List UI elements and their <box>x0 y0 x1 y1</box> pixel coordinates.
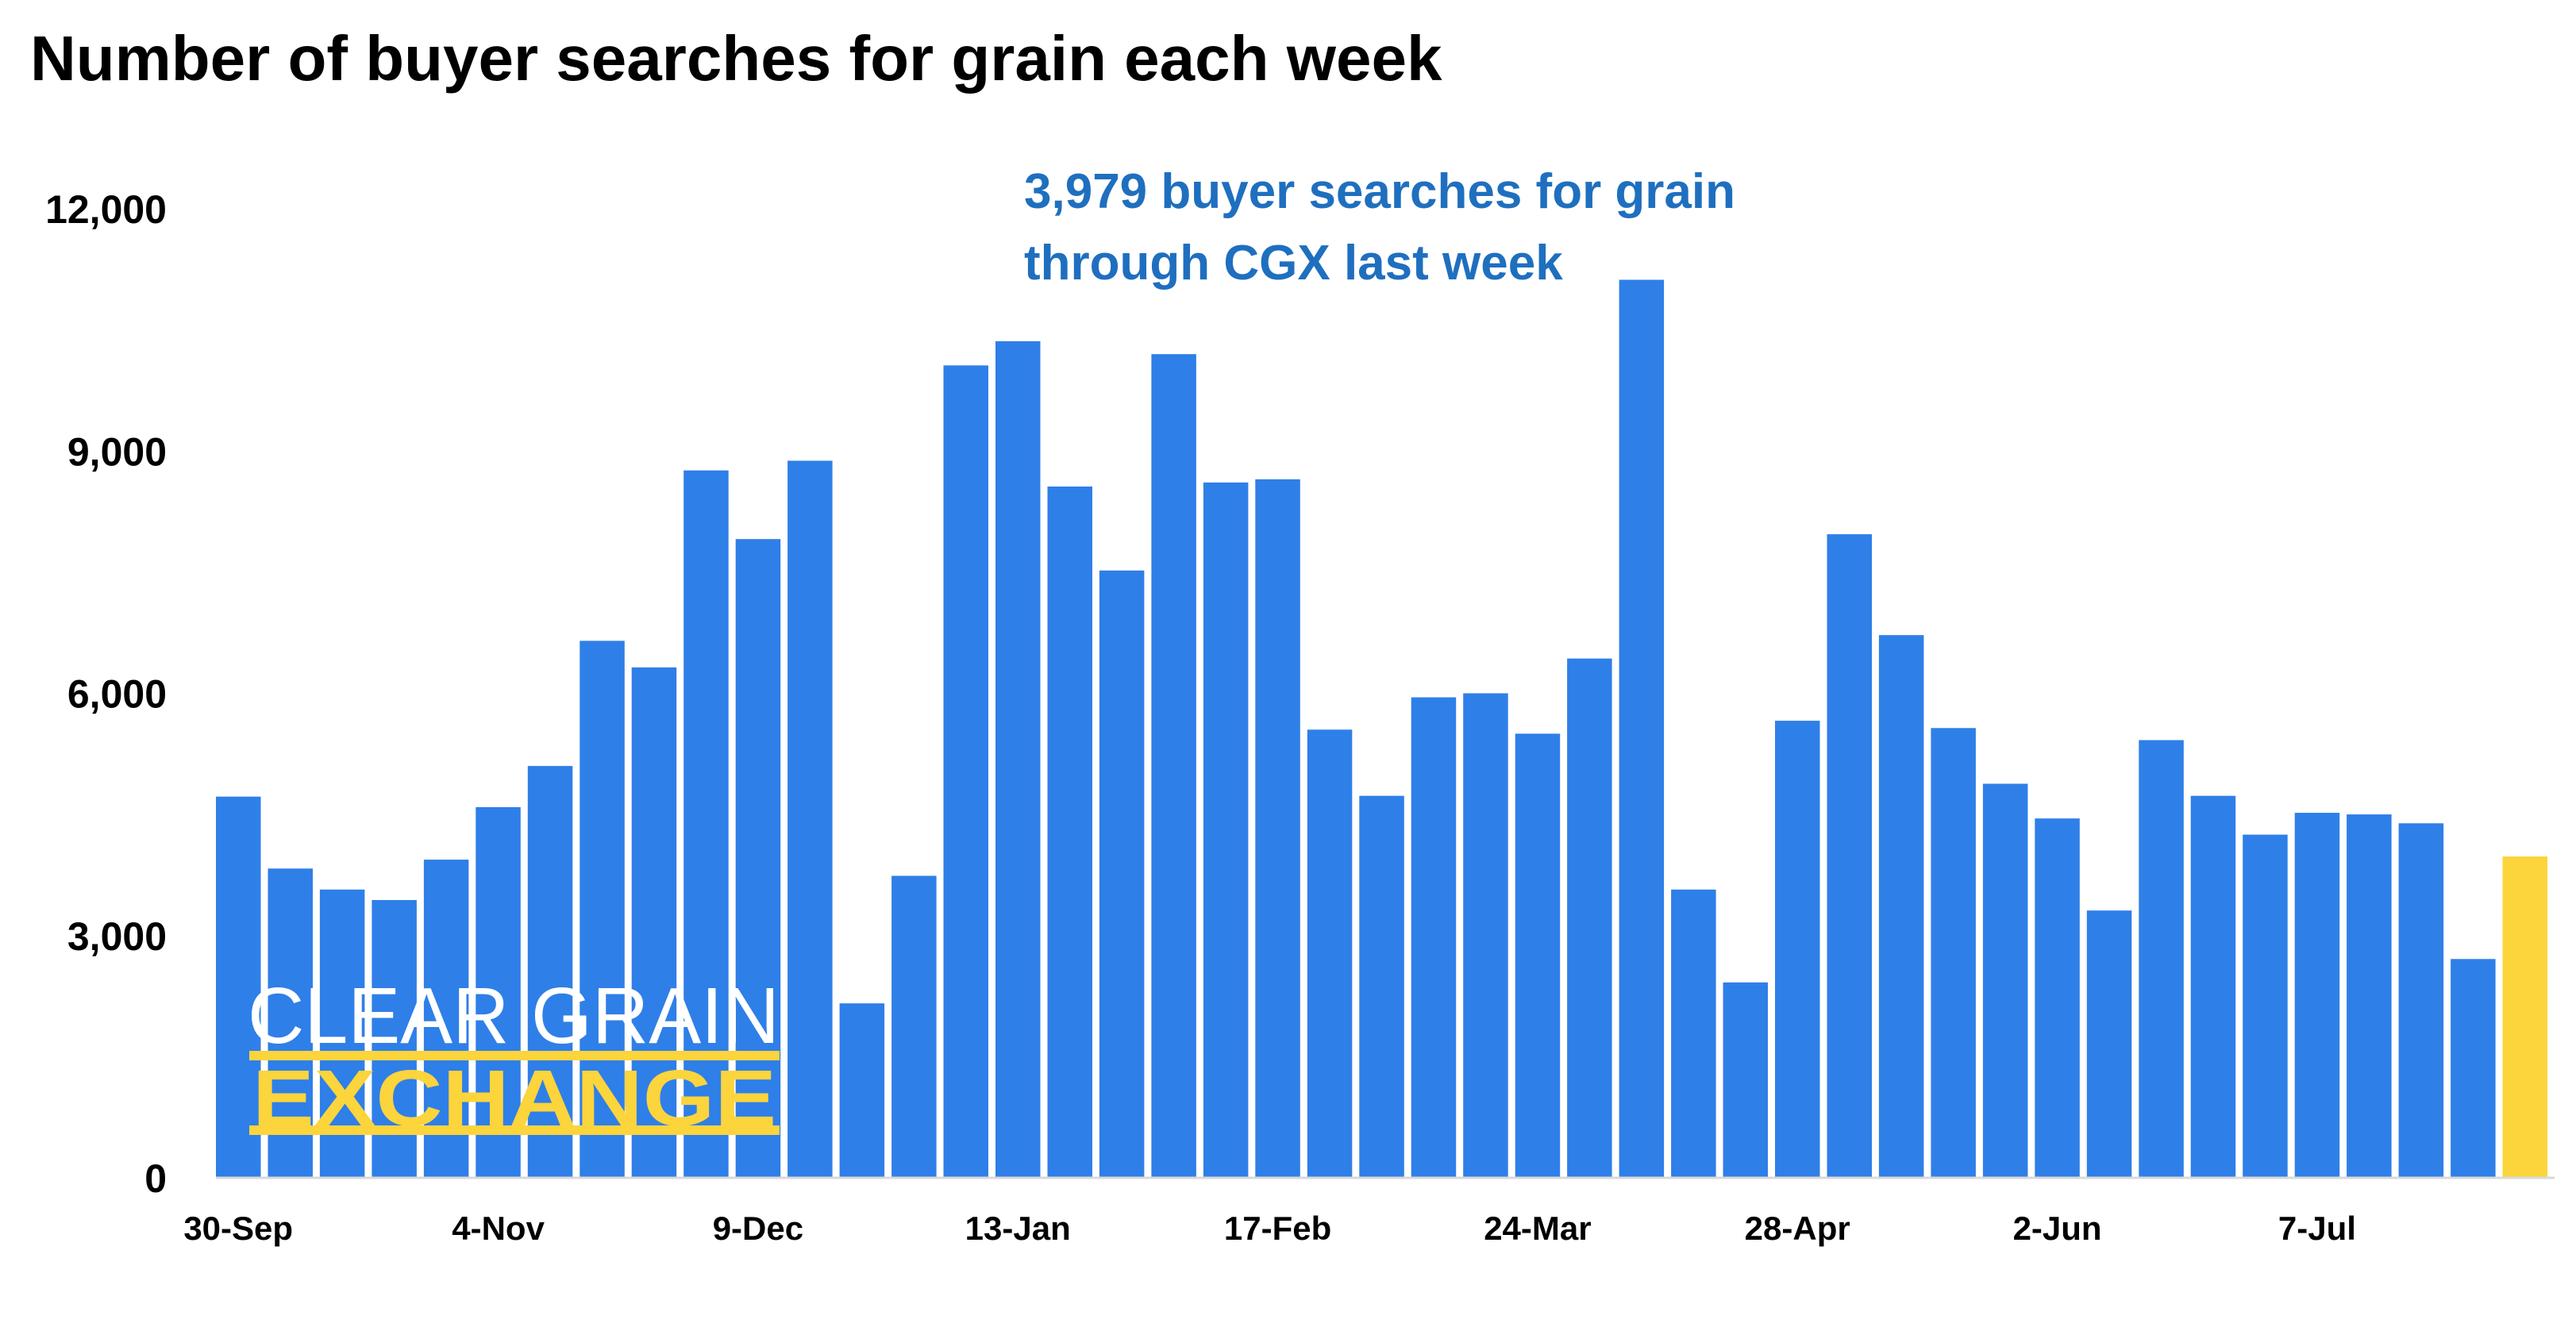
bar <box>1411 697 1457 1178</box>
bar <box>735 539 781 1178</box>
y-tick-label: 0 <box>144 1156 167 1201</box>
x-tick-label: 9-Dec <box>713 1210 803 1247</box>
bar <box>2035 818 2080 1178</box>
logo-bar-top <box>249 1051 780 1060</box>
bar <box>1878 635 1924 1178</box>
bar <box>476 807 521 1178</box>
bar <box>1775 721 1820 1178</box>
bar <box>1567 658 1612 1178</box>
x-tick-label: 24-Mar <box>1484 1210 1591 1247</box>
clear-grain-exchange-logo: CLEAR GRAIN EXCHANGE <box>248 971 780 1143</box>
y-tick-label: 12,000 <box>45 187 167 232</box>
y-axis: 0 3,000 6,000 9,000 12,000 <box>45 187 167 1201</box>
bar <box>1619 279 1665 1178</box>
x-tick-label: 7-Jul <box>2278 1210 2356 1247</box>
annotation-line-2: through CGX last week <box>1024 236 1563 290</box>
bar <box>527 766 573 1178</box>
bar <box>891 875 937 1178</box>
bar <box>1931 728 1976 1178</box>
bar <box>1047 487 1092 1178</box>
bar <box>1671 889 1716 1178</box>
bar <box>1307 729 1353 1178</box>
logo-text-line-1: CLEAR GRAIN <box>248 971 780 1060</box>
y-tick-label: 9,000 <box>67 429 167 474</box>
x-tick-label: 2-Jun <box>2013 1210 2102 1247</box>
bar <box>423 860 469 1178</box>
bar <box>839 1003 885 1178</box>
bar <box>1359 795 1404 1178</box>
x-tick-label: 28-Apr <box>1745 1210 1850 1247</box>
bar <box>2086 910 2132 1178</box>
bar <box>995 340 1041 1178</box>
bar <box>2139 740 2184 1178</box>
bar <box>1515 733 1561 1178</box>
bar-highlighted <box>2502 856 2547 1178</box>
bar <box>631 667 677 1178</box>
bar <box>1203 482 1249 1178</box>
bar <box>1463 693 1508 1178</box>
bars-group <box>216 279 2547 1179</box>
bar <box>1099 570 1145 1178</box>
bar <box>1982 783 2028 1178</box>
bar <box>2451 959 2496 1178</box>
bar <box>2294 813 2340 1178</box>
y-tick-label: 3,000 <box>67 914 167 959</box>
x-tick-label: 4-Nov <box>452 1210 545 1247</box>
bar <box>1255 479 1300 1178</box>
bar <box>580 640 625 1178</box>
logo-bar-bottom <box>249 1125 780 1135</box>
bar <box>1827 534 1872 1178</box>
bar <box>943 365 988 1178</box>
y-tick-label: 6,000 <box>67 672 167 717</box>
x-axis: 30-Sep 4-Nov 9-Dec 13-Jan 17-Feb 24-Mar 28-Apr… <box>183 1210 2356 1247</box>
bar <box>216 796 261 1178</box>
bar <box>2347 814 2392 1178</box>
bar <box>2190 795 2236 1178</box>
chart-title: Number of buyer searches for grain each … <box>30 23 1442 94</box>
x-tick-label: 13-Jan <box>965 1210 1071 1247</box>
bar <box>1723 982 1768 1178</box>
annotation-line-1: 3,979 buyer searches for grain <box>1024 164 1735 219</box>
bar <box>2243 834 2288 1178</box>
bar <box>1151 354 1196 1179</box>
bar <box>787 460 833 1178</box>
bar <box>2398 823 2444 1178</box>
x-tick-label: 30-Sep <box>183 1210 293 1247</box>
annotation: 3,979 buyer searches for grain through C… <box>1024 164 1735 290</box>
x-tick-label: 17-Feb <box>1224 1210 1331 1247</box>
